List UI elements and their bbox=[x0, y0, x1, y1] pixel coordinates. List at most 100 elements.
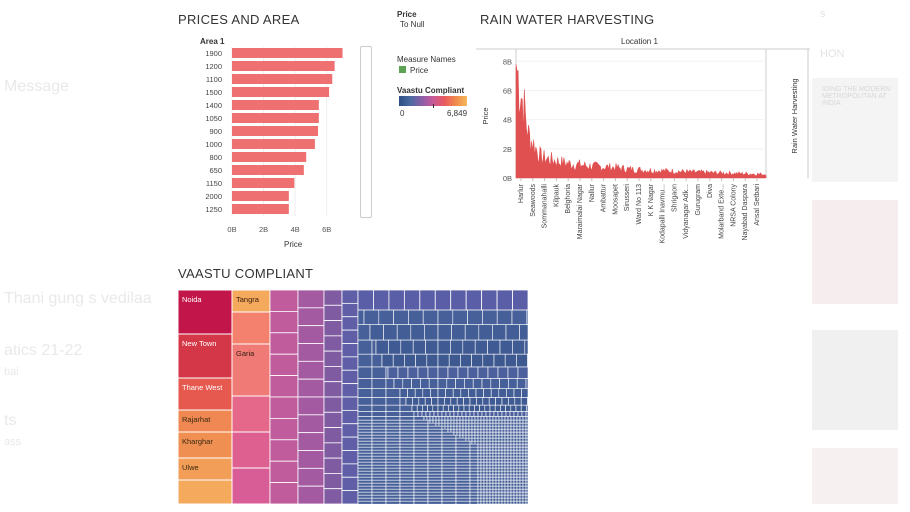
treemap-cell bbox=[501, 470, 506, 475]
treemap-cell bbox=[493, 353, 506, 368]
treemap-cell bbox=[469, 500, 479, 505]
treemap-cell bbox=[504, 428, 509, 433]
treemap-cell bbox=[483, 479, 488, 484]
treemap-cell bbox=[427, 404, 434, 412]
treemap-cell bbox=[480, 434, 485, 439]
treemap-cell bbox=[483, 425, 488, 430]
treemap-cell bbox=[388, 339, 402, 355]
treemap-cell bbox=[512, 339, 526, 355]
measure-item-price[interactable]: Price bbox=[410, 66, 429, 75]
treemap-cell bbox=[507, 500, 512, 505]
bar bbox=[232, 113, 319, 123]
treemap-cell bbox=[495, 488, 500, 493]
treemap-cell bbox=[371, 488, 387, 493]
treemap-cell bbox=[498, 422, 503, 427]
bar bbox=[232, 74, 333, 84]
treemap-cell bbox=[269, 375, 299, 398]
treemap-cell bbox=[525, 411, 529, 417]
treemap-cell bbox=[357, 434, 373, 439]
treemap-cell bbox=[441, 464, 457, 469]
treemap-cell bbox=[504, 476, 509, 481]
treemap-cell bbox=[385, 404, 401, 412]
treemap-cell bbox=[341, 383, 359, 398]
treemap-cell bbox=[504, 494, 509, 499]
treemap-cell bbox=[399, 464, 415, 469]
treemap-cell bbox=[524, 339, 529, 355]
treemap-cell bbox=[460, 388, 469, 398]
treemap-cell bbox=[385, 434, 401, 439]
treemap-cell bbox=[441, 494, 457, 499]
treemap-cell bbox=[469, 488, 479, 493]
treemap-cell bbox=[519, 476, 524, 481]
bar-chart-scrollbar[interactable] bbox=[360, 46, 372, 218]
treemap-cell bbox=[498, 455, 503, 460]
treemap-cell bbox=[501, 497, 506, 502]
treemap-cell bbox=[471, 440, 476, 445]
treemap-cell bbox=[399, 434, 415, 439]
treemap-cell bbox=[297, 432, 325, 451]
treemap-cell bbox=[375, 339, 389, 355]
treemap-cell bbox=[513, 464, 518, 469]
treemap-cell bbox=[413, 491, 429, 496]
treemap-cell bbox=[513, 497, 518, 502]
treemap-cell bbox=[486, 446, 491, 451]
treemap-cell bbox=[178, 333, 233, 379]
treemap-cell bbox=[495, 422, 500, 427]
treemap-cell bbox=[297, 307, 325, 327]
treemap-cell bbox=[441, 491, 457, 496]
treemap-cell bbox=[504, 422, 509, 427]
bar-x-tick-label: 6B bbox=[322, 225, 331, 234]
treemap-cell bbox=[357, 422, 373, 427]
treemap-cell bbox=[480, 458, 485, 463]
treemap-cell bbox=[435, 422, 440, 427]
treemap-cell bbox=[489, 431, 494, 436]
bar-category-label: 1500 bbox=[205, 88, 222, 97]
treemap-cell bbox=[469, 476, 479, 481]
treemap-cell bbox=[522, 452, 527, 457]
treemap-cell bbox=[455, 455, 471, 460]
treemap-cell bbox=[399, 485, 415, 490]
treemap-cell bbox=[371, 491, 387, 496]
treemap-cell bbox=[477, 443, 482, 448]
treemap-cell bbox=[522, 422, 527, 427]
treemap-cell bbox=[413, 473, 429, 478]
treemap-cell bbox=[497, 366, 509, 379]
treemap-cell bbox=[323, 442, 343, 459]
treemap-cell bbox=[480, 428, 485, 433]
treemap-cell bbox=[492, 419, 497, 424]
treemap-cell bbox=[469, 443, 479, 448]
treemap-cell bbox=[427, 470, 443, 475]
treemap-cell bbox=[323, 381, 343, 398]
treemap-cell bbox=[413, 485, 429, 490]
treemap-cell bbox=[323, 290, 343, 306]
treemap-cell bbox=[492, 470, 497, 475]
treemap-cell bbox=[469, 494, 479, 499]
treemap-cell bbox=[357, 500, 373, 505]
bar bbox=[232, 152, 307, 162]
treemap-cell bbox=[407, 388, 416, 398]
treemap-cell bbox=[399, 397, 407, 406]
treemap-cell bbox=[457, 366, 469, 379]
treemap-cell bbox=[427, 434, 443, 439]
treemap-cell bbox=[404, 353, 416, 368]
treemap-cell bbox=[525, 467, 529, 472]
treemap-cell bbox=[231, 311, 271, 345]
bg-fragment: ass bbox=[4, 436, 22, 448]
treemap-cell bbox=[510, 473, 515, 478]
treemap-cell bbox=[413, 425, 429, 430]
treemap-cell bbox=[510, 455, 515, 460]
treemap-cell bbox=[469, 491, 479, 496]
treemap-cell bbox=[269, 417, 299, 441]
treemap-cell bbox=[513, 500, 518, 505]
measure-names-title: Measure Names bbox=[397, 55, 456, 64]
rain-x-tick-label: NRSA Colony bbox=[730, 184, 737, 227]
treemap-cell bbox=[297, 360, 325, 380]
bar-category-label: 1150 bbox=[206, 179, 222, 188]
treemap-cell bbox=[371, 434, 387, 439]
treemap-cell bbox=[468, 422, 473, 427]
treemap-cell bbox=[513, 479, 518, 484]
treemap-cell bbox=[522, 461, 527, 466]
treemap-cell bbox=[477, 497, 482, 502]
treemap-cell bbox=[441, 470, 457, 475]
treemap-cell bbox=[489, 422, 494, 427]
